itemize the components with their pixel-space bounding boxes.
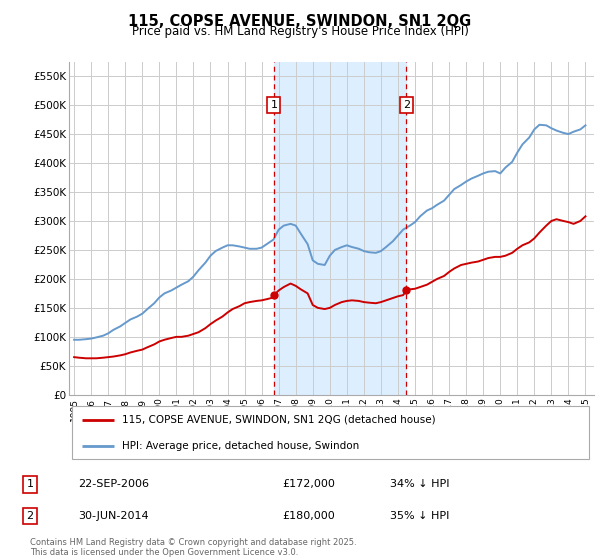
- FancyBboxPatch shape: [71, 406, 589, 459]
- Text: 2: 2: [26, 511, 34, 521]
- Text: 1: 1: [26, 479, 34, 489]
- Text: Contains HM Land Registry data © Crown copyright and database right 2025.
This d: Contains HM Land Registry data © Crown c…: [30, 538, 356, 557]
- Text: 115, COPSE AVENUE, SWINDON, SN1 2QG: 115, COPSE AVENUE, SWINDON, SN1 2QG: [128, 14, 472, 29]
- Text: HPI: Average price, detached house, Swindon: HPI: Average price, detached house, Swin…: [121, 441, 359, 451]
- Text: 1: 1: [271, 100, 277, 110]
- Text: £172,000: £172,000: [282, 479, 335, 489]
- Text: 35% ↓ HPI: 35% ↓ HPI: [390, 511, 449, 521]
- Text: 115, COPSE AVENUE, SWINDON, SN1 2QG (detached house): 115, COPSE AVENUE, SWINDON, SN1 2QG (det…: [121, 414, 435, 424]
- Text: 34% ↓ HPI: 34% ↓ HPI: [390, 479, 449, 489]
- Text: 30-JUN-2014: 30-JUN-2014: [78, 511, 149, 521]
- Bar: [274, 62, 406, 395]
- Text: 22-SEP-2006: 22-SEP-2006: [78, 479, 149, 489]
- Text: Price paid vs. HM Land Registry's House Price Index (HPI): Price paid vs. HM Land Registry's House …: [131, 25, 469, 38]
- Text: 2: 2: [403, 100, 410, 110]
- Text: £180,000: £180,000: [282, 511, 335, 521]
